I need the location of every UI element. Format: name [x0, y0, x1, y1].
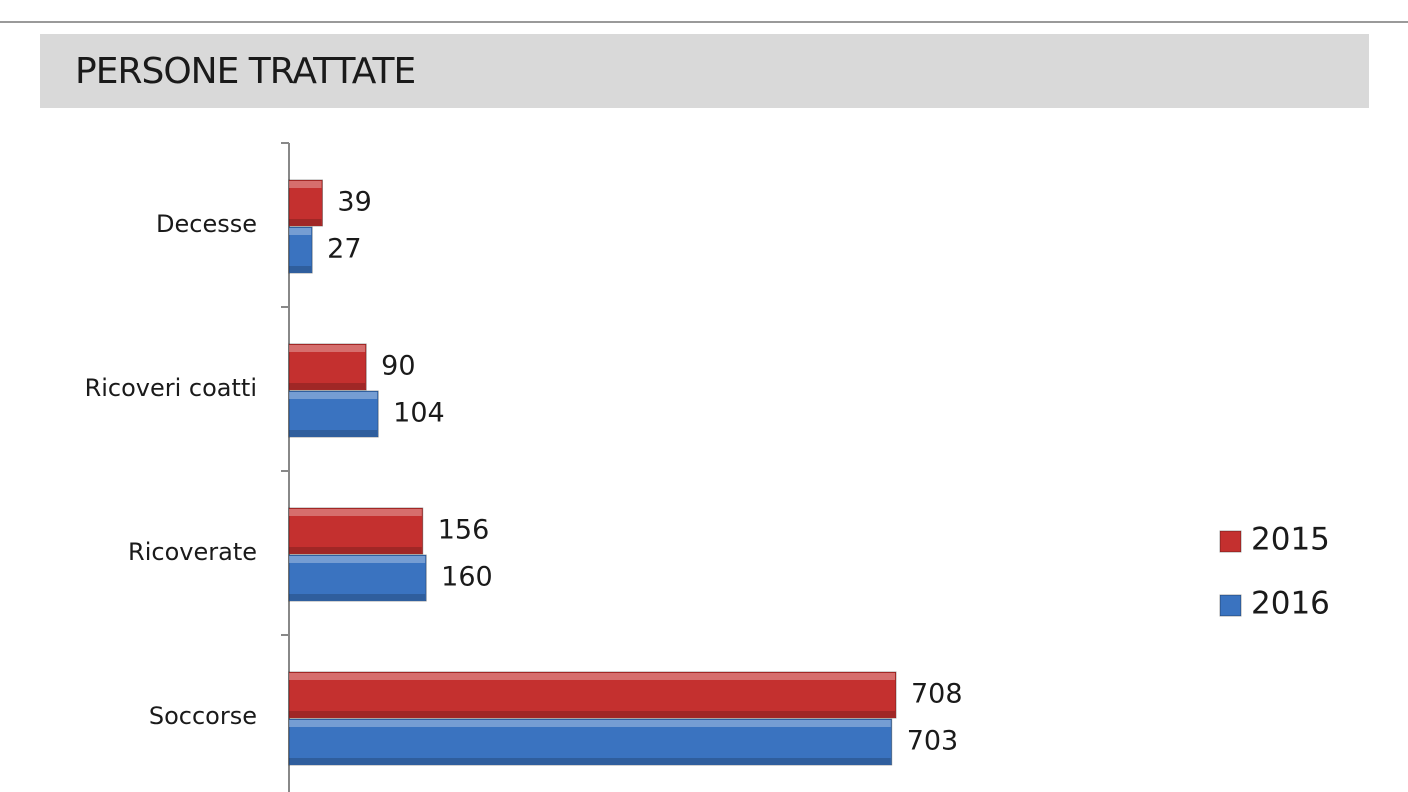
bar	[288, 390, 379, 438]
data-label: 160	[441, 562, 493, 593]
bar-highlight	[289, 720, 891, 727]
y-tick-label: Ricoverate	[128, 538, 257, 566]
bar-shade	[289, 758, 891, 764]
bar	[288, 343, 367, 391]
bar	[288, 718, 893, 766]
y-tick-label: Decesse	[156, 210, 257, 238]
bar	[288, 226, 313, 274]
bar-shade	[289, 266, 312, 272]
bar-highlight	[289, 181, 322, 188]
data-label: 104	[393, 398, 445, 429]
bar-shade	[289, 711, 895, 717]
bar-highlight	[289, 228, 312, 235]
data-label: 90	[381, 351, 415, 382]
legend-swatch	[1219, 594, 1242, 617]
bar-shade	[289, 430, 378, 436]
bar	[288, 671, 897, 719]
data-label: 156	[438, 515, 490, 546]
data-label: 703	[907, 726, 959, 757]
legend-label: 2015	[1251, 522, 1330, 558]
legend-label: 2016	[1251, 586, 1330, 622]
data-label: 708	[911, 679, 963, 710]
y-tick-label: Soccorse	[149, 702, 257, 730]
data-label: 27	[327, 234, 361, 265]
bar	[288, 554, 427, 602]
bar-shade	[289, 594, 426, 600]
bar-highlight	[289, 509, 422, 516]
bar-shade	[289, 383, 366, 389]
bar-highlight	[289, 392, 378, 399]
bar	[288, 507, 424, 555]
bar-highlight	[289, 556, 426, 563]
chart-title: PERSONE TRATTATE	[75, 51, 415, 92]
legend-swatch	[1219, 530, 1242, 553]
title-banner	[40, 34, 1369, 108]
bar-highlight	[289, 345, 366, 352]
bar-shade	[289, 219, 322, 225]
bar-highlight	[289, 673, 895, 680]
y-tick-label: Ricoveri coatti	[85, 374, 257, 402]
data-label: 39	[337, 187, 371, 218]
bar-shade	[289, 547, 422, 553]
bar	[288, 179, 323, 227]
